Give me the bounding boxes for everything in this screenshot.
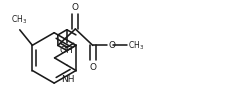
Text: CH$_3$: CH$_3$ <box>128 39 144 52</box>
Text: OH: OH <box>60 46 74 55</box>
Text: NH: NH <box>61 75 75 84</box>
Text: O: O <box>89 63 96 72</box>
Text: CH$_3$: CH$_3$ <box>11 13 27 26</box>
Text: O: O <box>108 41 115 50</box>
Text: O: O <box>72 3 79 12</box>
